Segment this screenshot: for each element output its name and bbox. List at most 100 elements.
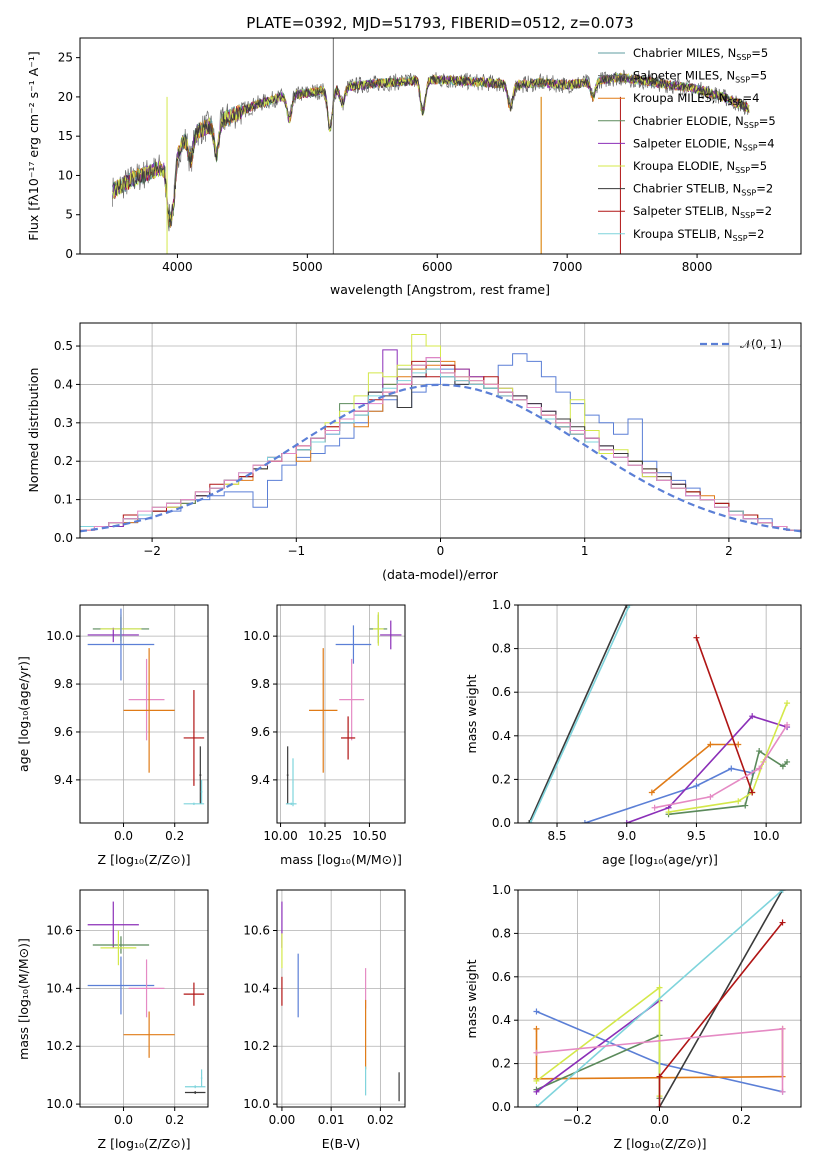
y-tick-label: 9.8: [54, 677, 73, 691]
x-tick-label: 10.25: [308, 829, 342, 843]
weight-point: [526, 820, 533, 823]
y-tick-label: 15: [58, 129, 73, 143]
weight-series-line: [668, 749, 788, 816]
weight-point: [779, 1025, 786, 1032]
y-tick-label: 0.8: [492, 642, 511, 656]
x-tick-label: 9.0: [617, 829, 636, 843]
weight-point: [779, 890, 786, 893]
axes-frame: [79, 889, 209, 1108]
weight-point: [648, 789, 655, 796]
weight-point: [784, 721, 791, 728]
x-tick-label: 10.50: [352, 829, 386, 843]
weight-point: [626, 605, 633, 608]
legend-entry: Kroupa STELIB, NSSP=2: [633, 227, 764, 243]
legend-entry: Salpeter MILES, NSSP=5: [633, 69, 767, 85]
x-tick-label: 9.5: [687, 829, 706, 843]
weight-point: [656, 984, 663, 991]
weight-point: [735, 741, 742, 748]
weight-point: [749, 713, 756, 720]
x-tick-label: 0.2: [165, 829, 184, 843]
mass-vs-EBV-xlabel: E(B-V): [322, 1136, 361, 1151]
weight-series-line: [626, 715, 788, 823]
y-tick-label: 10.6: [46, 924, 73, 938]
x-tick-label: 7000: [552, 260, 583, 274]
y-tick-label: 1.0: [492, 883, 511, 897]
spectrum-line: [112, 72, 750, 226]
y-tick-label: 0.5: [54, 339, 73, 353]
weight-vs-age-xlabel: age [log₁₀(age/yr)]: [602, 852, 718, 867]
x-tick-label: 0.00: [269, 1113, 296, 1127]
spectrum-panel: PLATE=0392, MJD=51793, FIBERID=0512, z=0…: [26, 14, 802, 297]
weight-point: [623, 820, 630, 823]
weight-point: [533, 1104, 540, 1107]
y-tick-label: 0.8: [492, 926, 511, 940]
y-tick-label: 10.4: [46, 981, 73, 995]
residuals-ylabel: Normed distribution: [26, 368, 41, 493]
weight-series-line: [651, 743, 739, 794]
x-tick-label: 1: [581, 544, 589, 558]
axes-frame: [79, 37, 802, 255]
y-tick-label: 9.4: [54, 773, 73, 787]
y-tick-label: 0.2: [492, 1057, 511, 1071]
legend-entry: Chabrier STELIB, NSSP=2: [633, 182, 773, 198]
y-tick-label: 0: [65, 247, 73, 261]
y-tick-label: 1.0: [492, 598, 511, 612]
y-tick-label: 5: [65, 208, 73, 222]
legend-entry: Salpeter ELODIE, NSSP=4: [633, 136, 775, 152]
y-tick-label: 0.3: [54, 416, 73, 430]
weight-point: [735, 798, 742, 805]
x-tick-label: 0: [437, 544, 445, 558]
weight-point: [707, 741, 714, 748]
mass-vs-metallicity-panel: Z [log₁₀(Z/Z⊙)] mass [log₁₀(M/M⊙)] 0.0 0.…: [16, 889, 209, 1151]
weight-vs-age-ylabel: mass weight: [464, 674, 479, 753]
y-tick-label: 0.4: [54, 377, 73, 391]
weight-series-line: [584, 767, 753, 823]
x-tick-label: 10.00: [263, 829, 297, 843]
normal-model-curve: [79, 383, 802, 533]
weight-series-line: [695, 637, 753, 793]
weight-point: [656, 1073, 663, 1080]
x-tick-label: −1: [287, 544, 305, 558]
axes-frame: [276, 889, 406, 1108]
spectrum-xlabel: wavelength [Angstrom, rest frame]: [330, 282, 550, 297]
y-tick-label: 0.6: [492, 970, 511, 984]
y-tick-label: 10.6: [243, 924, 270, 938]
weight-point: [784, 758, 791, 765]
weight-vs-Z-xlabel: Z [log₁₀(Z/Z⊙)]: [614, 1136, 707, 1151]
weight-point: [533, 1025, 540, 1032]
weight-point: [533, 1077, 540, 1084]
x-tick-label: 2: [725, 544, 733, 558]
spectrum-ylabel: Flux [fλ10⁻¹⁷ erg cm⁻² s⁻¹ A⁻¹]: [26, 51, 41, 240]
mass-vs-Z-ylabel: mass [log₁₀(M/M⊙)]: [16, 938, 31, 1060]
x-tick-label: 0.0: [650, 1113, 669, 1127]
spectrum-title: PLATE=0392, MJD=51793, FIBERID=0512, z=0…: [246, 14, 633, 32]
residual-histogram-panel: (data-model)/error Normed distribution 𝒩…: [26, 322, 802, 582]
weight-point: [527, 820, 534, 823]
weight-point: [533, 1049, 540, 1056]
age-vs-metallicity-panel: Z [log₁₀(Z/Z⊙)] age [log₁₀(age/yr)] 0.0 0…: [16, 604, 209, 867]
y-tick-label: 20: [58, 90, 73, 104]
y-tick-label: 10.2: [46, 1039, 73, 1053]
weight-point: [693, 634, 700, 641]
x-tick-label: 6000: [422, 260, 453, 274]
legend-entry: Kroupa MILES, NSSP=4: [633, 91, 759, 107]
x-tick-label: −0.2: [563, 1113, 592, 1127]
weight-series-line: [528, 605, 628, 823]
y-tick-label: 10.0: [46, 629, 73, 643]
y-tick-label: 0.4: [492, 729, 511, 743]
legend-entry: Chabrier MILES, NSSP=5: [633, 46, 768, 62]
y-tick-label: 10.0: [46, 1097, 73, 1111]
weight-point: [779, 1088, 786, 1095]
weight-series-line: [658, 922, 784, 1107]
spectrum-line: [112, 73, 750, 223]
x-tick-label: 0.0: [114, 829, 133, 843]
x-tick-label: 4000: [162, 260, 193, 274]
weight-point: [656, 1104, 663, 1107]
legend-entry: Chabrier ELODIE, NSSP=5: [633, 114, 776, 130]
y-tick-label: 0.2: [492, 772, 511, 786]
axes-frame: [79, 604, 209, 824]
age-vs-Z-xlabel: Z [log₁₀(Z/Z⊙)]: [98, 852, 191, 867]
y-tick-label: 9.4: [251, 773, 270, 787]
x-tick-label: 0.0: [114, 1113, 133, 1127]
weight-point: [779, 919, 786, 926]
